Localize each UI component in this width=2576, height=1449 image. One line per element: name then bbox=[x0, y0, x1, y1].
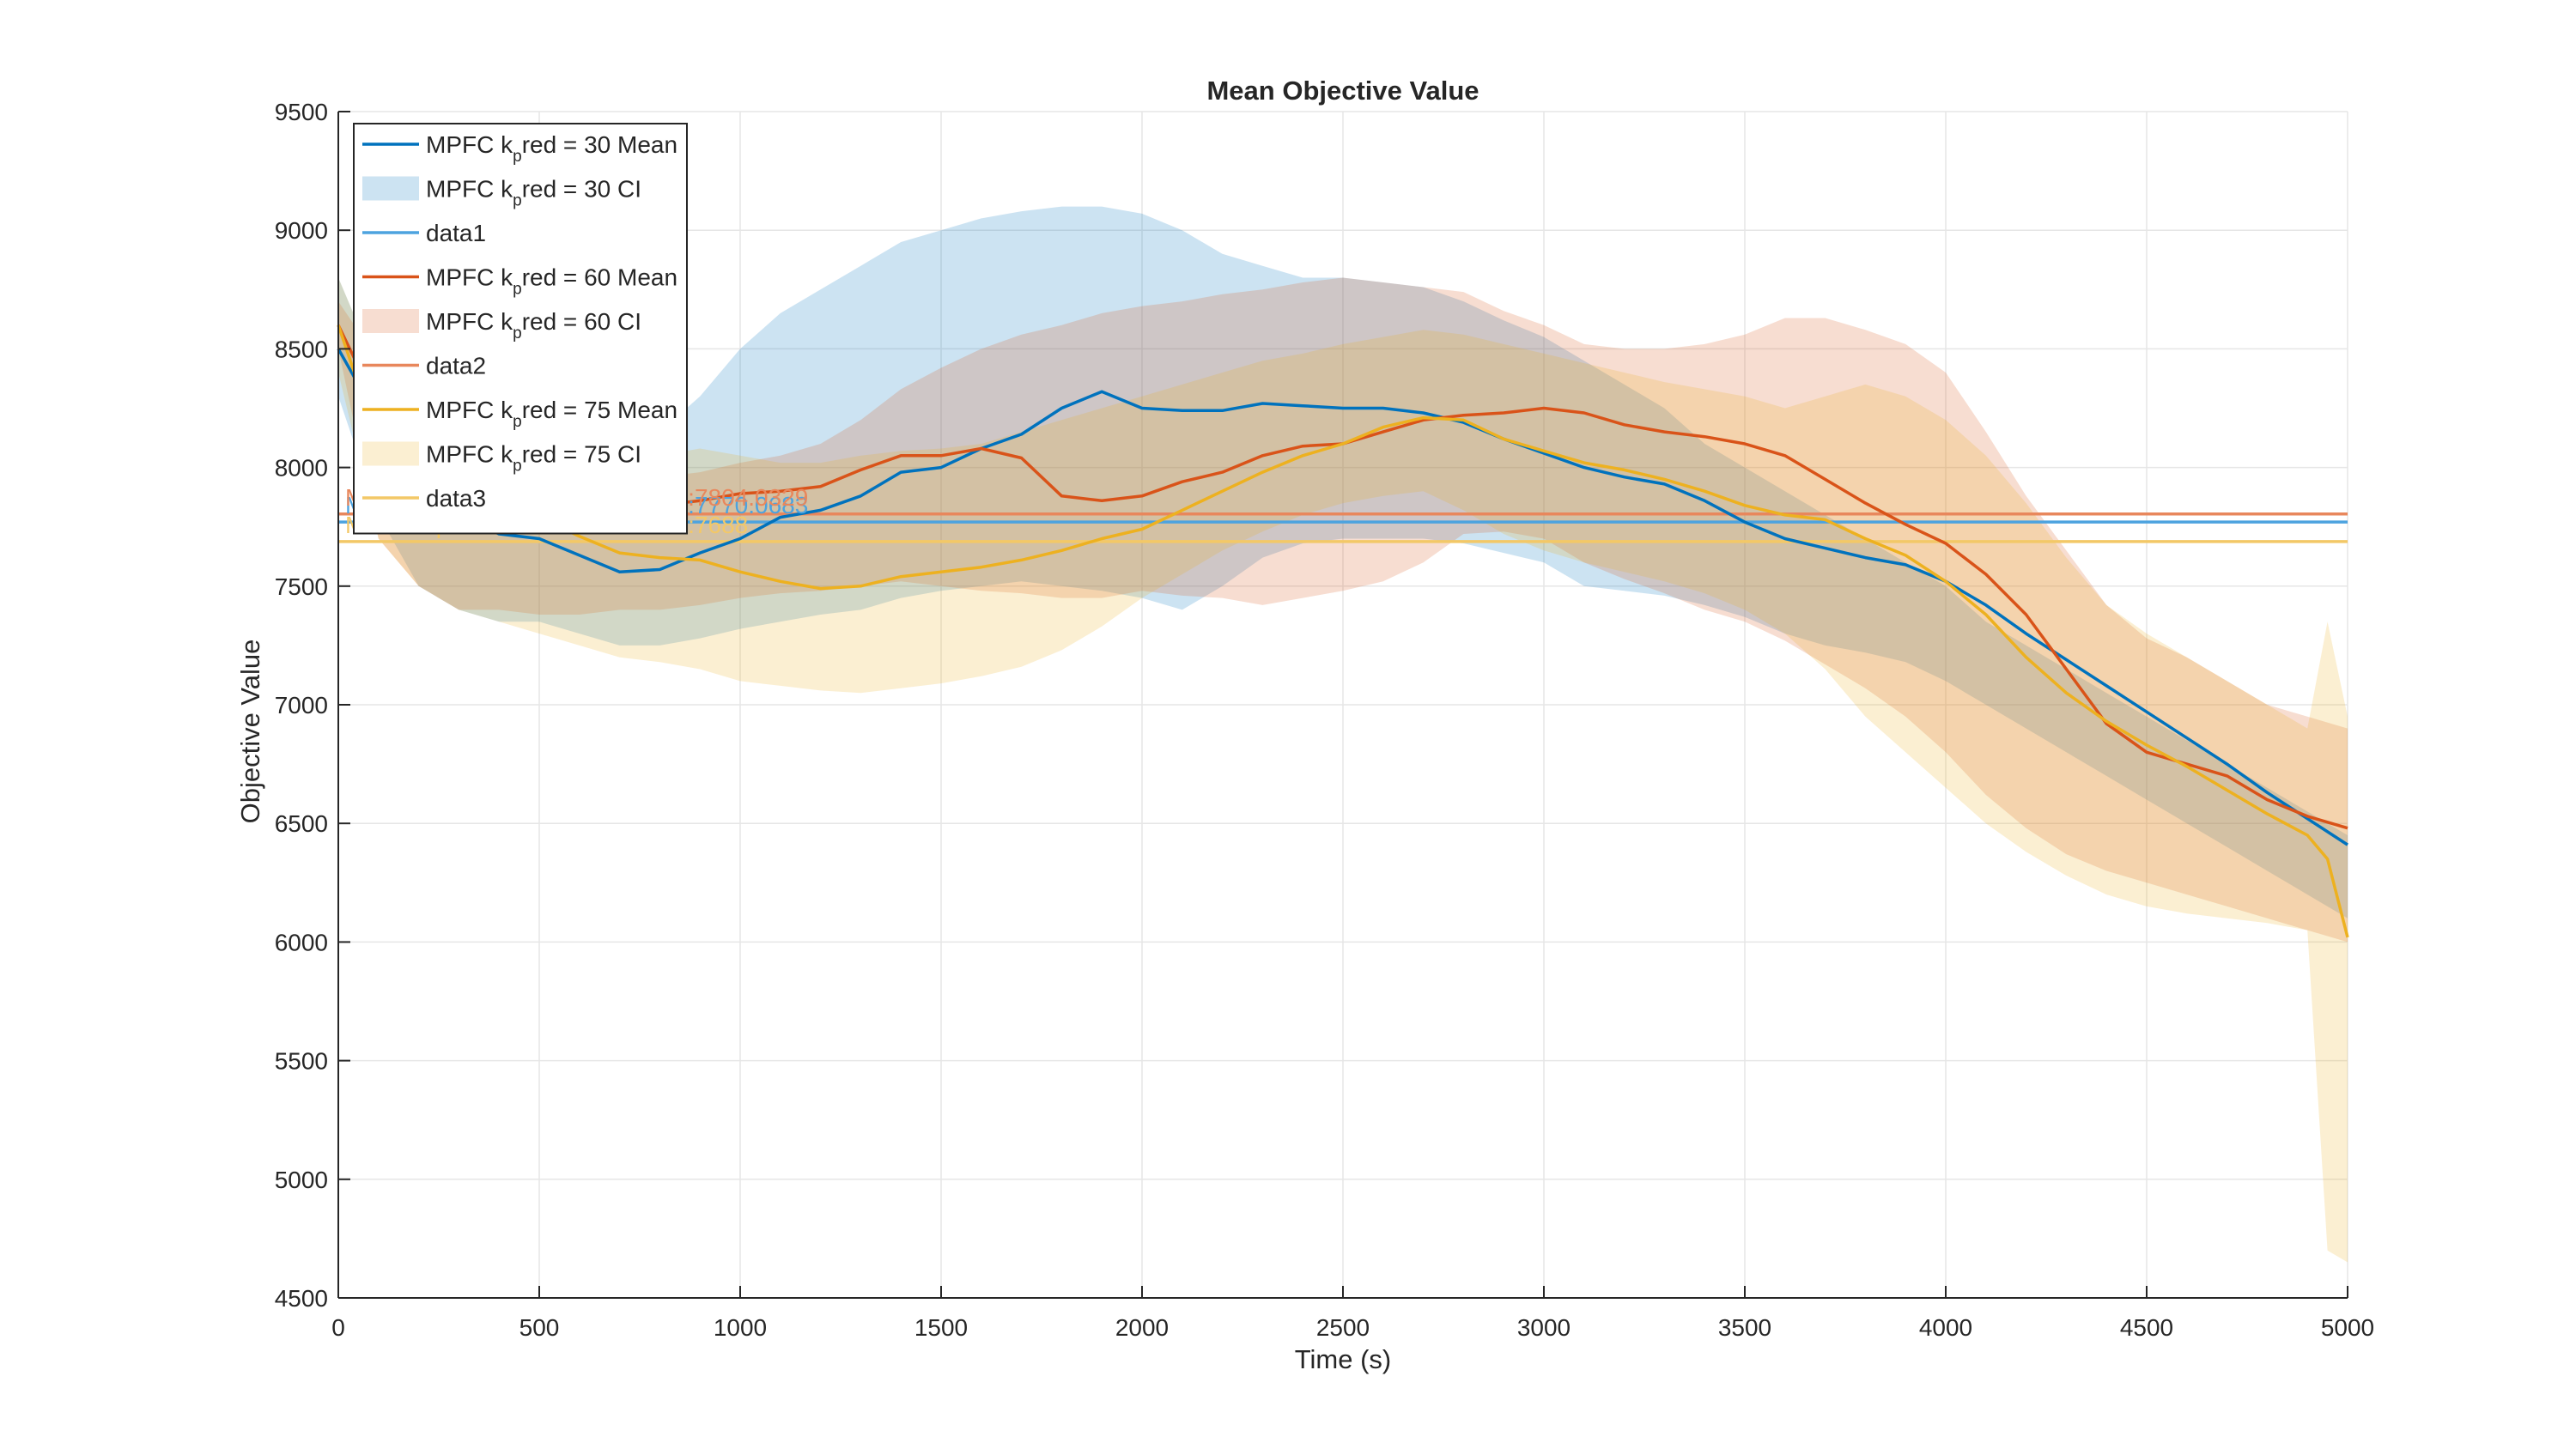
x-tick-label: 4000 bbox=[1919, 1314, 1972, 1341]
ci-band-2 bbox=[338, 277, 2348, 943]
chart-title: Mean Objective Value bbox=[1206, 76, 1479, 106]
y-tick-label: 7500 bbox=[275, 573, 328, 600]
x-tick-label: 0 bbox=[331, 1314, 345, 1341]
legend: MPFC kpred = 30 Mean MPFC kpred = 30 CI da… bbox=[353, 123, 688, 535]
legend-entry: MPFC kpred = 30 CI bbox=[426, 176, 641, 210]
legend-swatch-patch bbox=[362, 441, 419, 466]
y-tick-label: 6500 bbox=[275, 810, 328, 837]
legend-entry: data2 bbox=[426, 353, 486, 379]
y-tick-label: 6000 bbox=[275, 929, 328, 955]
x-tick-label: 2000 bbox=[1115, 1314, 1169, 1341]
y-tick-label: 9000 bbox=[275, 217, 328, 244]
legend-entry: data1 bbox=[426, 220, 486, 246]
ci-band-3 bbox=[338, 277, 2348, 1263]
legend-entry: MPFC kpred = 30 Mean bbox=[426, 131, 677, 166]
x-tick-label: 1000 bbox=[714, 1314, 767, 1341]
y-tick-label: 8000 bbox=[275, 455, 328, 482]
x-tick-label: 1500 bbox=[914, 1314, 968, 1341]
y-tick-label: 5500 bbox=[275, 1048, 328, 1075]
legend-entry: MPFC kpred = 75 CI bbox=[426, 441, 641, 476]
legend-entry: data3 bbox=[426, 485, 486, 512]
y-tick-label: 4500 bbox=[275, 1285, 328, 1312]
y-tick-label: 7000 bbox=[275, 692, 328, 718]
y-tick-label: 8500 bbox=[275, 336, 328, 362]
mean-line-1 bbox=[337, 348, 2348, 846]
legend-swatch-patch bbox=[362, 176, 419, 201]
y-axis-label: Objective Value bbox=[235, 640, 265, 824]
x-tick-label: 2500 bbox=[1316, 1314, 1370, 1341]
x-tick-label: 4500 bbox=[2120, 1314, 2173, 1341]
legend-entry: MPFC kpred = 60 Mean bbox=[426, 264, 677, 299]
x-tick-label: 5000 bbox=[2321, 1314, 2374, 1341]
legend-box bbox=[353, 123, 688, 535]
confidence-bands bbox=[338, 206, 2348, 1263]
legend-swatch-patch bbox=[362, 309, 419, 333]
tick-labels: 0 500 1000 1500 2000 2500 3000 3500 4000 4500 5000… bbox=[275, 99, 2374, 1341]
legend-entry: MPFC kpred = 60 CI bbox=[426, 308, 641, 343]
x-tick-label: 3000 bbox=[1517, 1314, 1571, 1341]
x-tick-label: 500 bbox=[519, 1314, 560, 1341]
mean-line-3 bbox=[337, 324, 2349, 938]
legend-entry: MPFC kpred = 75 Mean bbox=[426, 397, 677, 431]
ci-band-1 bbox=[338, 206, 2348, 919]
y-tick-label: 5000 bbox=[275, 1167, 328, 1193]
axes bbox=[337, 111, 2348, 1299]
x-tick-label: 3500 bbox=[1718, 1314, 1771, 1341]
x-axis-label: Time (s) bbox=[1295, 1344, 1392, 1374]
y-tick-label: 9500 bbox=[275, 99, 328, 125]
